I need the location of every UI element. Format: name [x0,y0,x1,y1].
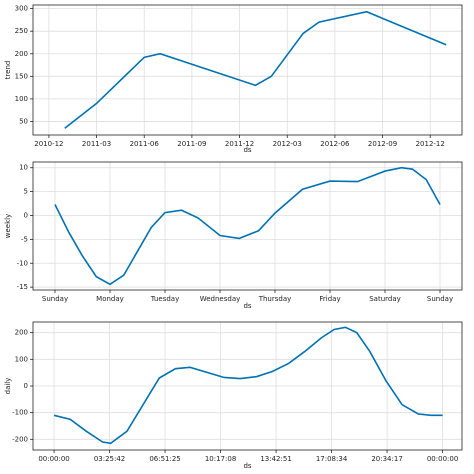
y-tick-label: 5 [24,188,28,196]
x-tick-label: Wednesday [200,295,241,303]
axes-frame [32,161,463,291]
y-tick-label: 0 [24,382,28,390]
x-tick-label: Sunday [427,295,453,303]
x-tick-label: 2012-06 [320,140,350,148]
x-tick-label: 2010-12 [34,140,63,148]
trend-line [54,166,441,286]
axes-frame [32,4,463,136]
x-tick-label: 2011-12 [225,140,254,148]
x-tick-label: Tuesday [150,295,179,303]
y-tick-label: -200 [12,435,28,443]
y-tick-label: -15 [17,283,28,291]
x-tick-label: 13:42:51 [260,455,291,463]
y-axis-label: daily [4,378,12,395]
y-tick-label: 100 [15,355,28,363]
x-tick-label: Sunday [42,295,68,303]
x-tick-label: 2012-03 [273,140,302,148]
axes-frame [32,321,463,451]
y-tick-label: 50 [19,117,28,125]
y-axis-label: trend [4,61,12,80]
x-tick-label: 03:25:42 [94,455,125,463]
x-tick-label: 00:00:00 [38,455,69,463]
x-tick-label: Friday [319,295,340,303]
x-tick-label: 2011-03 [82,140,111,148]
x-tick-label: 2011-09 [177,140,206,148]
x-tick-label: 06:51:25 [149,455,180,463]
y-tick-label: 150 [15,72,28,80]
x-tick-label: 20:34:17 [371,455,402,463]
y-tick-label: -100 [12,409,28,417]
x-tick-label: 2012-12 [416,140,445,148]
x-tick-label: Monday [96,295,124,303]
x-tick-label: Saturday [369,295,401,303]
y-tick-label: 100 [15,95,28,103]
y-tick-label: -10 [17,259,28,267]
y-tick-label: -5 [21,235,28,243]
x-tick-label: 00:00:00 [427,455,458,463]
y-tick-label: 200 [15,50,28,58]
x-tick-label: 10:17:08 [205,455,236,463]
x-axis-label: ds [243,462,251,470]
x-axis-label: ds [243,146,251,154]
trend-line [64,10,447,129]
x-tick-label: 17:08:34 [316,455,348,463]
y-tick-label: 200 [15,329,28,337]
x-axis-label: ds [243,302,251,310]
trend-line [53,326,443,445]
y-tick-label: 10 [19,164,28,172]
y-axis-label: weekly [4,214,12,238]
y-tick-label: 0 [24,211,28,219]
x-tick-label: 2011-06 [130,140,160,148]
y-tick-label: 300 [15,5,28,13]
y-tick-label: 250 [15,27,28,35]
x-tick-label: Thursday [258,295,292,303]
x-tick-label: 2012-09 [368,140,397,148]
